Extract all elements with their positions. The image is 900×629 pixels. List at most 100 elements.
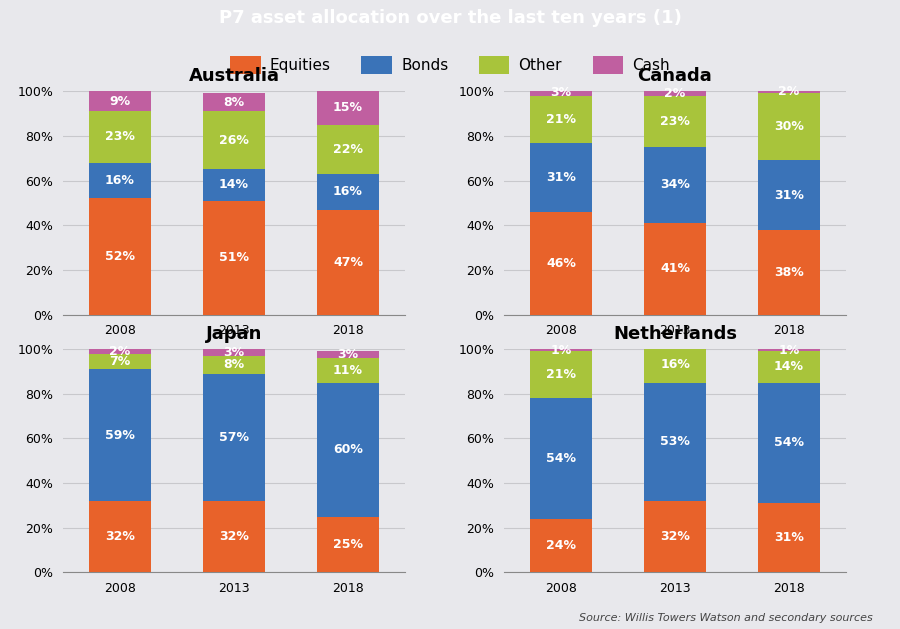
Text: 21%: 21% <box>546 368 576 381</box>
Text: 25%: 25% <box>333 538 363 551</box>
Bar <box>202 501 266 572</box>
Text: 32%: 32% <box>105 530 135 543</box>
Text: 22%: 22% <box>333 143 363 156</box>
Text: 14%: 14% <box>219 179 249 191</box>
Text: 60%: 60% <box>333 443 363 456</box>
Bar <box>202 111 266 169</box>
Bar <box>88 111 151 163</box>
Text: 32%: 32% <box>219 530 249 543</box>
Text: 23%: 23% <box>660 115 690 128</box>
Text: 54%: 54% <box>774 437 804 449</box>
Bar <box>644 147 706 223</box>
Bar <box>644 382 706 501</box>
Text: 2%: 2% <box>664 87 686 100</box>
Text: 7%: 7% <box>110 355 130 368</box>
Bar <box>202 349 266 356</box>
Text: 32%: 32% <box>660 530 690 543</box>
Bar <box>529 352 592 398</box>
Bar <box>529 89 592 96</box>
Bar <box>529 96 592 143</box>
Bar <box>202 169 266 201</box>
Text: 8%: 8% <box>223 96 245 109</box>
Bar <box>758 352 821 382</box>
Text: 41%: 41% <box>660 262 690 276</box>
Text: 23%: 23% <box>105 130 135 143</box>
Text: 31%: 31% <box>546 170 576 184</box>
Bar <box>202 201 266 314</box>
Bar <box>88 369 151 501</box>
Bar <box>317 516 380 572</box>
Text: 15%: 15% <box>333 101 363 114</box>
Text: 54%: 54% <box>546 452 576 465</box>
Bar <box>88 91 151 111</box>
Bar <box>758 382 821 503</box>
Bar <box>758 230 821 314</box>
Bar <box>88 198 151 314</box>
Bar <box>758 349 821 352</box>
Text: 11%: 11% <box>333 364 363 377</box>
Title: Netherlands: Netherlands <box>613 325 737 343</box>
Bar <box>88 353 151 369</box>
Bar <box>529 349 592 352</box>
Text: 47%: 47% <box>333 255 363 269</box>
Text: 16%: 16% <box>105 174 135 187</box>
Text: 14%: 14% <box>774 360 804 374</box>
Text: 34%: 34% <box>660 179 690 191</box>
Bar <box>202 356 266 374</box>
Title: Australia: Australia <box>188 67 280 86</box>
Text: 53%: 53% <box>660 435 690 448</box>
Bar <box>644 223 706 314</box>
Bar <box>317 352 380 358</box>
Text: 38%: 38% <box>774 265 804 279</box>
Bar <box>644 501 706 572</box>
Text: 57%: 57% <box>219 431 249 444</box>
Text: 3%: 3% <box>223 346 245 359</box>
Bar <box>529 143 592 212</box>
Bar <box>529 398 592 519</box>
Text: 24%: 24% <box>546 539 576 552</box>
Text: 2%: 2% <box>110 345 130 358</box>
Bar <box>202 94 266 111</box>
Bar <box>317 382 380 516</box>
Text: 16%: 16% <box>333 185 363 198</box>
Text: 46%: 46% <box>546 257 576 270</box>
Bar <box>644 91 706 96</box>
Bar <box>317 358 380 382</box>
Text: 8%: 8% <box>223 359 245 371</box>
Text: 3%: 3% <box>551 86 572 99</box>
Bar <box>758 503 821 572</box>
Bar <box>529 519 592 572</box>
Text: P7 asset allocation over the last ten years (1): P7 asset allocation over the last ten ye… <box>219 9 681 27</box>
Text: 1%: 1% <box>778 343 799 357</box>
Bar <box>88 501 151 572</box>
Text: 16%: 16% <box>660 359 690 371</box>
Text: 2%: 2% <box>778 85 799 97</box>
Text: 52%: 52% <box>105 250 135 263</box>
Text: 59%: 59% <box>105 428 135 442</box>
Title: Canada: Canada <box>637 67 713 86</box>
Bar <box>644 96 706 147</box>
Title: Japan: Japan <box>206 325 262 343</box>
Text: Source: Willis Towers Watson and secondary sources: Source: Willis Towers Watson and seconda… <box>580 613 873 623</box>
Text: 51%: 51% <box>219 251 249 264</box>
Bar <box>317 125 380 174</box>
Bar <box>758 89 821 94</box>
Bar <box>317 209 380 314</box>
Bar <box>644 347 706 382</box>
Bar <box>758 94 821 160</box>
Bar <box>88 349 151 353</box>
Bar <box>202 374 266 501</box>
Text: 31%: 31% <box>774 189 804 201</box>
Bar <box>529 212 592 314</box>
Text: 21%: 21% <box>546 113 576 126</box>
Bar <box>317 91 380 125</box>
Text: 26%: 26% <box>219 134 249 147</box>
Text: 1%: 1% <box>551 343 572 357</box>
Bar <box>88 163 151 198</box>
Text: 9%: 9% <box>110 95 130 108</box>
Bar <box>317 174 380 209</box>
Text: 30%: 30% <box>774 120 804 133</box>
Text: 31%: 31% <box>774 532 804 544</box>
Legend: Equities, Bonds, Other, Cash: Equities, Bonds, Other, Cash <box>224 50 676 80</box>
Bar <box>758 160 821 230</box>
